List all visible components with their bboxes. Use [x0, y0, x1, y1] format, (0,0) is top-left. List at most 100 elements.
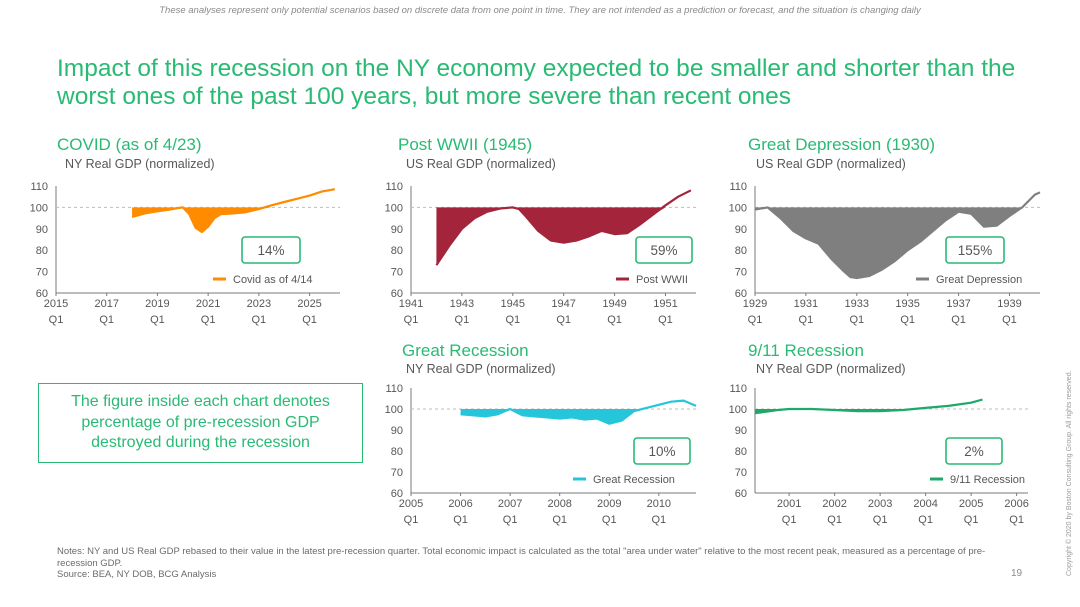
chart-nine-eleven-xtick-quarter: Q1 [782, 514, 797, 526]
chart-great-recession-xtick-year: 2009 [597, 498, 621, 510]
chart-nine-eleven-xtick-year: 2002 [822, 498, 846, 510]
chart-post-wwii-xtick-year: 1945 [501, 298, 525, 310]
chart-subtitle-post-wwii: US Real GDP (normalized) [406, 157, 556, 171]
callout-box: The figure inside each chart denotes per… [38, 383, 363, 463]
chart-great-recession-impact-box [633, 437, 691, 465]
chart-great-recession-xtick-year: 2010 [647, 498, 671, 510]
chart-nine-eleven-xtick-year: 2003 [868, 498, 892, 510]
chart-covid-impact-label: 14% [257, 243, 284, 258]
chart-nine-eleven-ytick: 80 [735, 446, 747, 458]
chart-great-depression-legend-label: Great Depression [936, 274, 1022, 286]
chart-great-recession-xtick-quarter: Q1 [602, 514, 617, 526]
chart-nine-eleven-xtick-quarter: Q1 [964, 514, 979, 526]
chart-covid-ytick: 70 [36, 267, 48, 279]
chart-post-wwii-xtick-quarter: Q1 [658, 314, 673, 326]
chart-great-depression-ytick: 100 [729, 202, 747, 214]
chart-post-wwii-ytick: 100 [385, 202, 403, 214]
chart-great-depression-xtick-year: 1937 [946, 298, 970, 310]
chart-post-wwii-xtick-year: 1947 [551, 298, 575, 310]
chart-title-great-recession: Great Recession [402, 341, 529, 360]
chart-great-recession-xtick-year: 2005 [399, 498, 423, 510]
chart-great-depression-xtick-year: 1929 [743, 298, 767, 310]
chart-post-wwii-area-under-water [436, 207, 691, 266]
chart-post-wwii-xtick-quarter: Q1 [556, 314, 571, 326]
chart-covid-xtick-quarter: Q1 [252, 314, 267, 326]
chart-post-wwii-ytick: 80 [391, 245, 403, 257]
chart-covid-xtick-quarter: Q1 [49, 314, 64, 326]
chart-great-depression-ytick: 110 [729, 181, 747, 193]
chart-nine-eleven-xtick-year: 2006 [1004, 498, 1028, 510]
chart-covid-ytick: 80 [36, 245, 48, 257]
chart-post-wwii-ytick: 60 [391, 288, 403, 300]
chart-great-depression-xtick-quarter: Q1 [951, 314, 966, 326]
chart-great-recession-impact-label: 10% [648, 444, 675, 459]
chart-post-wwii-xtick-year: 1951 [653, 298, 677, 310]
chart-nine-eleven-xtick-year: 2005 [959, 498, 983, 510]
chart-great-recession-xtick-year: 2008 [547, 498, 571, 510]
chart-subtitle-covid: NY Real GDP (normalized) [65, 157, 215, 171]
chart-great-depression-xtick-year: 1935 [895, 298, 919, 310]
chart-covid-ytick: 110 [30, 181, 48, 193]
chart-great-recession-xtick-year: 2007 [498, 498, 522, 510]
chart-post-wwii-xtick-year: 1943 [450, 298, 474, 310]
chart-great-depression-xtick-quarter: Q1 [849, 314, 864, 326]
chart-post-wwii-xtick-quarter: Q1 [607, 314, 622, 326]
chart-covid-xtick-year: 2023 [247, 298, 271, 310]
chart-great-recession-ytick: 60 [391, 488, 403, 500]
chart-nine-eleven-xtick-quarter: Q1 [873, 514, 888, 526]
chart-great-recession-ytick: 80 [391, 446, 403, 458]
chart-great-recession-ytick: 110 [385, 383, 403, 395]
chart-great-depression-ytick: 90 [735, 224, 747, 236]
chart-covid-impact-box [241, 236, 301, 264]
chart-great-depression-impact-box [945, 236, 1005, 264]
chart-great-depression-xtick-quarter: Q1 [900, 314, 915, 326]
chart-great-depression-impact-label: 155% [958, 243, 993, 258]
chart-great-depression-xtick-quarter: Q1 [1002, 314, 1017, 326]
chart-great-recession-legend-label: Great Recession [593, 474, 675, 486]
chart-covid-ytick: 100 [30, 202, 48, 214]
chart-post-wwii-xtick-year: 1941 [399, 298, 423, 310]
chart-covid-xtick-quarter: Q1 [302, 314, 317, 326]
chart-covid-ytick: 90 [36, 224, 48, 236]
chart-nine-eleven-ytick: 60 [735, 488, 747, 500]
chart-great-recession-xtick-quarter: Q1 [404, 514, 419, 526]
chart-post-wwii-impact-label: 59% [650, 243, 677, 258]
chart-great-depression-ytick: 60 [735, 288, 747, 300]
chart-post-wwii-series-line [435, 189, 692, 266]
chart-nine-eleven-xtick-year: 2001 [777, 498, 801, 510]
copyright-notice: Copyright © 2020 by Boston Consulting Gr… [1066, 370, 1073, 576]
chart-great-recession-xtick-quarter: Q1 [552, 514, 567, 526]
chart-post-wwii-xtick-quarter: Q1 [404, 314, 419, 326]
chart-covid-ytick: 60 [36, 288, 48, 300]
chart-great-depression-ytick: 80 [735, 245, 747, 257]
chart-great-recession-series-line [460, 399, 697, 425]
chart-nine-eleven-xtick-quarter: Q1 [827, 514, 842, 526]
chart-subtitle-great-recession: NY Real GDP (normalized) [406, 362, 556, 376]
chart-covid-xtick-year: 2017 [94, 298, 118, 310]
chart-great-depression-xtick-year: 1933 [845, 298, 869, 310]
chart-nine-eleven-xtick-year: 2004 [913, 498, 937, 510]
chart-great-recession-xtick-year: 2006 [448, 498, 472, 510]
chart-nine-eleven-legend-label: 9/11 Recession [950, 474, 1025, 486]
chart-great-depression-series-line [754, 191, 1041, 280]
chart-title-nine-eleven: 9/11 Recession [748, 341, 864, 360]
chart-great-recession-xtick-quarter: Q1 [651, 514, 666, 526]
chart-nine-eleven-ytick: 90 [735, 425, 747, 437]
chart-post-wwii-impact-box [635, 236, 693, 264]
chart-subtitle-great-depression: US Real GDP (normalized) [756, 157, 906, 171]
chart-title-covid: COVID (as of 4/23) [57, 135, 202, 154]
chart-covid-series-line [131, 188, 336, 234]
chart-great-recession-xtick-quarter: Q1 [503, 514, 518, 526]
chart-post-wwii-xtick-quarter: Q1 [455, 314, 470, 326]
chart-post-wwii-xtick-quarter: Q1 [505, 314, 520, 326]
chart-nine-eleven: 110 100 90 80 70 60 2001 Q1 2002 Q1 2003 Q1 2004 Q1 20… [729, 383, 1029, 526]
chart-great-depression-xtick-year: 1939 [997, 298, 1021, 310]
chart-subtitle-nine-eleven: NY Real GDP (normalized) [756, 362, 906, 376]
chart-nine-eleven-ytick: 70 [735, 467, 747, 479]
chart-covid-legend-label: Covid as of 4/14 [233, 274, 313, 286]
chart-covid-xtick-year: 2025 [297, 298, 321, 310]
